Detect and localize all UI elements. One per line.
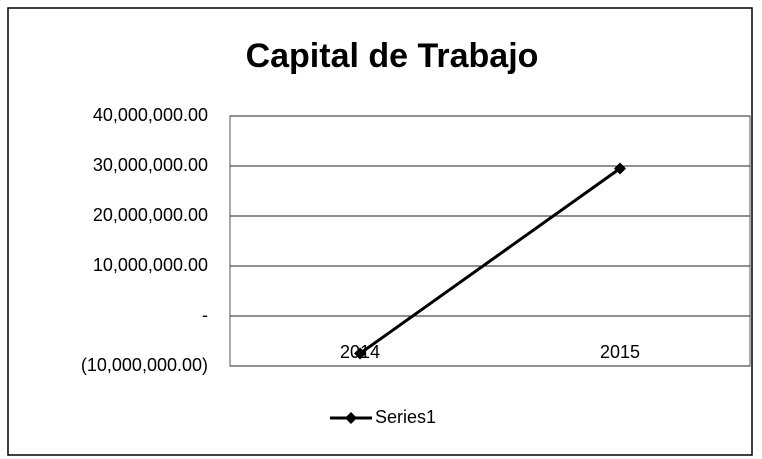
- chart-border: [7, 7, 753, 456]
- x-tick-label: 2015: [600, 342, 640, 362]
- data-point: [614, 162, 626, 175]
- legend-label: Series1: [375, 407, 436, 427]
- series-line: [359, 167, 621, 355]
- y-tick-label: (10,000,000.00): [81, 355, 208, 375]
- y-tick-label: 20,000,000.00: [93, 205, 208, 225]
- y-tick-label: 10,000,000.00: [93, 255, 208, 275]
- data-point: [354, 347, 366, 360]
- y-tick-label: 40,000,000.00: [93, 105, 208, 125]
- chart-title: Capital de Trabajo: [246, 37, 539, 75]
- y-tick-label: 30,000,000.00: [93, 155, 208, 175]
- legend-marker: [345, 412, 357, 424]
- y-tick-label: -: [202, 305, 208, 325]
